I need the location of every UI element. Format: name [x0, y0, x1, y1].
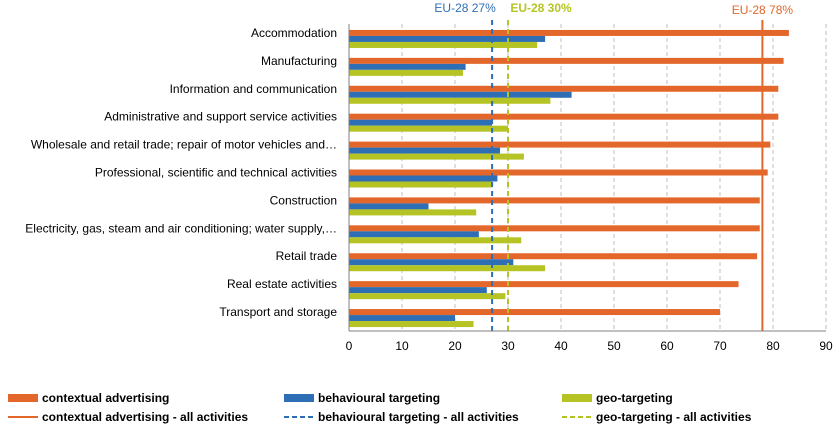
bar-geo-targeting: [349, 321, 474, 328]
reference-line-label: EU-28 30%: [510, 1, 572, 15]
category-label: Information and communication: [170, 82, 337, 96]
bar-behavioural-targeting: [349, 287, 487, 294]
bar-geo-targeting: [349, 41, 538, 48]
category-label: Administrative and support service activ…: [104, 110, 337, 124]
bar-behavioural-targeting: [349, 259, 514, 266]
x-tick-label: 30: [501, 339, 515, 353]
bar-contextual-advertising: [349, 57, 784, 64]
bar-behavioural-targeting: [349, 91, 572, 98]
category-label: Professional, scientific and technical a…: [95, 166, 337, 180]
bar-contextual-advertising: [349, 225, 760, 232]
bar-behavioural-targeting: [349, 119, 493, 126]
legend-label: behavioural targeting - all activities: [318, 410, 519, 424]
category-labels: Accommodation Manufacturing Information an…: [25, 26, 337, 319]
bar-contextual-advertising: [349, 281, 739, 288]
category-label: Real estate activities: [227, 277, 337, 291]
bar-contextual-advertising: [349, 309, 720, 316]
x-tick-label: 50: [607, 339, 621, 353]
bar-contextual-advertising: [349, 85, 779, 92]
bar-behavioural-targeting: [349, 63, 466, 70]
bar-geo-targeting: [349, 293, 506, 300]
bar-contextual-advertising: [349, 141, 771, 148]
reference-line-label: EU-28 27%: [434, 1, 496, 15]
category-label: Transport and storage: [219, 305, 337, 319]
x-tick-label: 60: [660, 339, 674, 353]
bar-behavioural-targeting: [349, 147, 501, 154]
category-label: Construction: [270, 193, 337, 207]
bar-geo-targeting: [349, 69, 463, 76]
bars: [349, 29, 789, 328]
bar-geo-targeting: [349, 97, 551, 104]
legend-label: geo-targeting - all activities: [596, 410, 752, 424]
x-tick-label: 0: [346, 339, 353, 353]
legend-label: contextual advertising: [42, 391, 169, 405]
legend-label: contextual advertising - all activities: [42, 410, 248, 424]
legend-label: behavioural targeting: [318, 391, 440, 405]
bar-behavioural-targeting: [349, 175, 498, 182]
legend: contextual advertising behavioural target…: [8, 391, 752, 424]
legend-label: geo-targeting: [596, 391, 673, 405]
legend-swatch: [284, 394, 314, 402]
bar-geo-targeting: [349, 237, 522, 244]
x-tick-label: 10: [395, 339, 409, 353]
category-label: Retail trade: [276, 249, 338, 263]
legend-swatch: [8, 394, 38, 402]
bar-behavioural-targeting: [349, 203, 429, 210]
bar-contextual-advertising: [349, 197, 760, 204]
bar-geo-targeting: [349, 209, 477, 216]
bar-contextual-advertising: [349, 169, 768, 176]
category-label: Electricity, gas, steam and air conditio…: [25, 221, 337, 235]
x-tick-label: 80: [766, 339, 780, 353]
x-tick-label: 70: [713, 339, 727, 353]
reference-line-label: EU-28 78%: [732, 3, 794, 17]
bar-geo-targeting: [349, 181, 493, 188]
bar-behavioural-targeting: [349, 231, 479, 238]
bar-contextual-advertising: [349, 29, 789, 36]
category-label: Wholesale and retail trade; repair of mo…: [31, 138, 337, 152]
x-tick-label: 20: [448, 339, 462, 353]
bar-contextual-advertising: [349, 113, 779, 120]
x-tick-label: 40: [554, 339, 568, 353]
x-tick-label: 90: [819, 339, 833, 353]
category-label: Manufacturing: [261, 54, 337, 68]
tick-labels: 0 10 20 30 40 50 60 70 80 90: [346, 339, 833, 353]
bar-behavioural-targeting: [349, 35, 546, 42]
bar-behavioural-targeting: [349, 315, 455, 322]
axes: [348, 24, 826, 332]
bar-contextual-advertising: [349, 253, 758, 260]
legend-swatch: [562, 394, 592, 402]
reference-lines: EU-28 78% EU-28 27% EU-28 30%: [434, 1, 793, 331]
bar-geo-targeting: [349, 125, 508, 132]
bar-geo-targeting: [349, 265, 546, 272]
bar-geo-targeting: [349, 153, 524, 160]
category-label: Accommodation: [251, 26, 337, 40]
